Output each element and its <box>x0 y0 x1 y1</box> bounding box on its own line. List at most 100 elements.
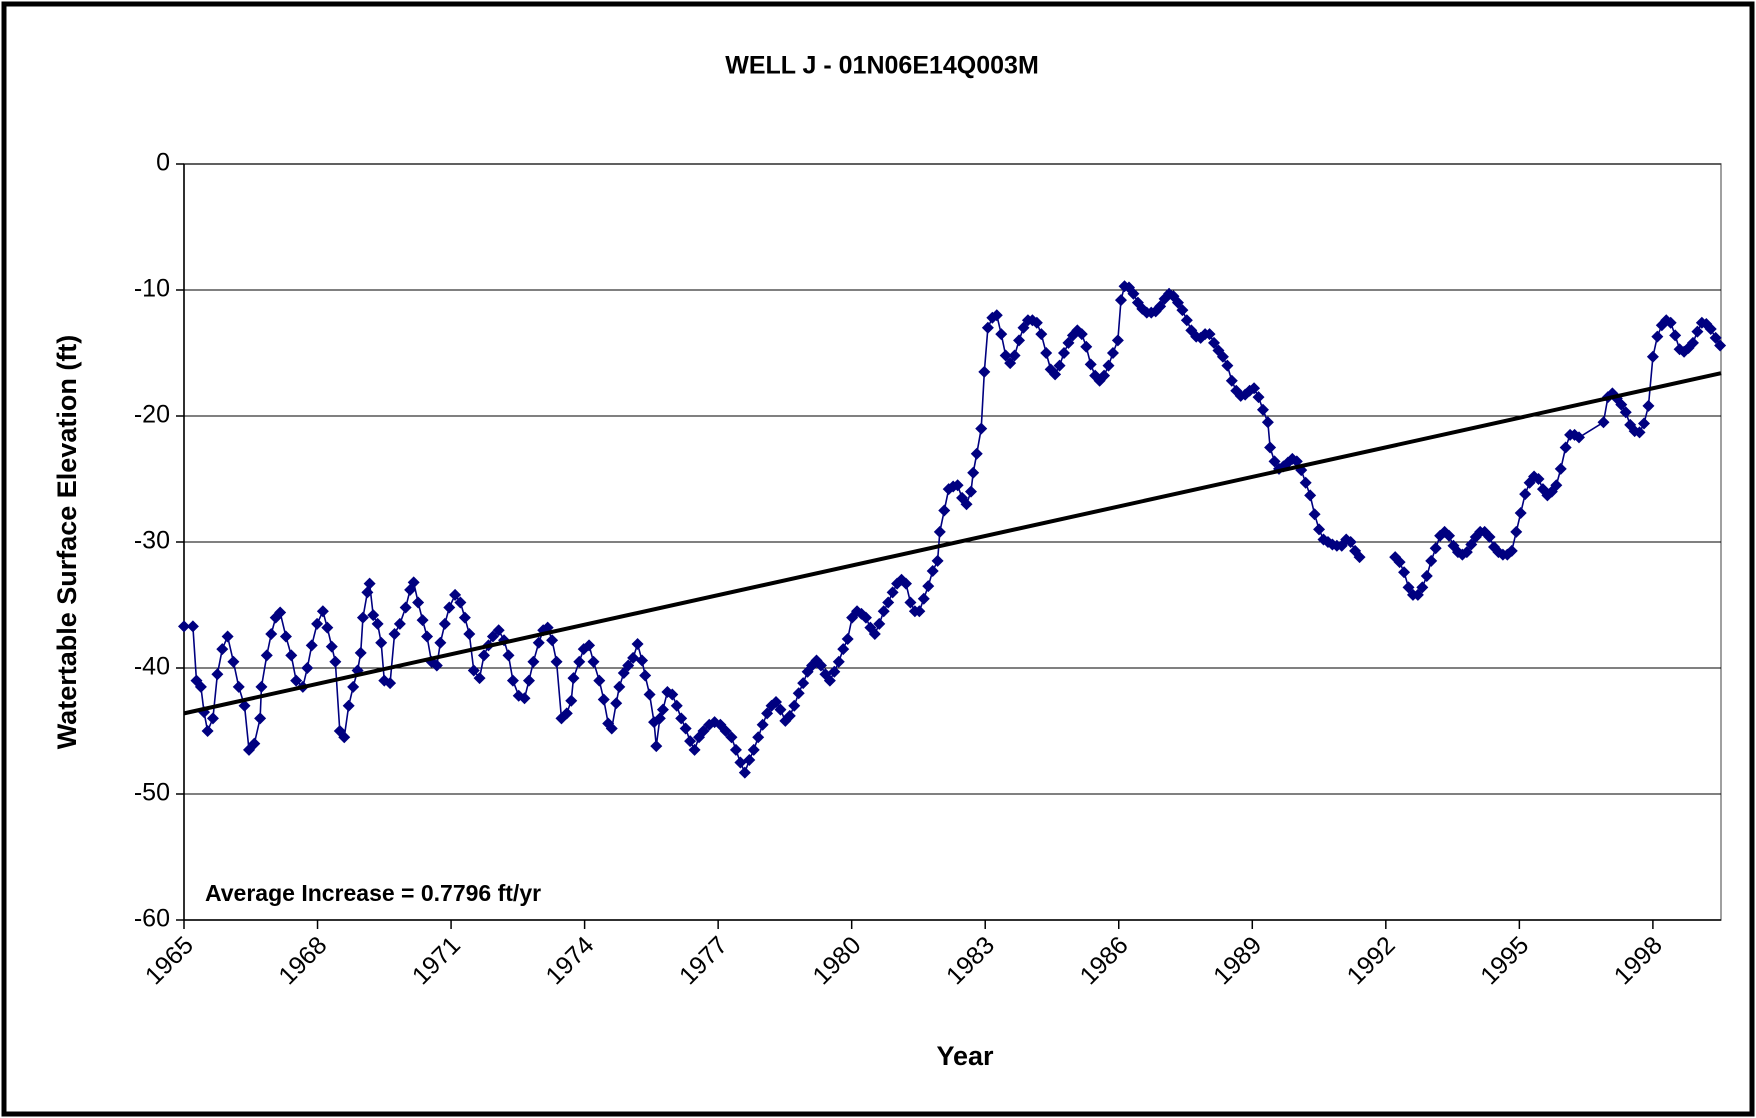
data-point <box>1669 329 1682 342</box>
data-point <box>560 707 573 720</box>
data-point <box>473 672 486 685</box>
data-point <box>1304 489 1317 502</box>
data-point <box>254 712 267 725</box>
data-point <box>274 606 287 619</box>
data-point <box>492 624 505 637</box>
data-point <box>823 674 836 687</box>
data-point <box>550 655 563 668</box>
data-point <box>725 731 738 744</box>
data-point <box>338 731 351 744</box>
data-point <box>458 611 471 624</box>
data-point <box>756 718 769 731</box>
data-point <box>675 712 688 725</box>
data-point <box>1709 331 1722 344</box>
y-tick-label: -40 <box>134 653 170 681</box>
data-point <box>421 630 434 643</box>
data-point <box>1030 316 1043 329</box>
data-point <box>567 672 580 685</box>
data-point <box>342 699 355 712</box>
data-point <box>882 596 895 609</box>
data-point <box>1637 417 1650 430</box>
data-point <box>255 680 268 693</box>
data-point <box>1483 530 1496 543</box>
data-point <box>917 592 930 605</box>
data-point <box>329 655 342 668</box>
data-point <box>964 485 977 498</box>
data-point <box>201 725 214 737</box>
data-point <box>1299 476 1312 489</box>
data-point <box>178 620 190 633</box>
data-point <box>697 725 710 737</box>
data-point <box>1102 359 1115 372</box>
data-point <box>814 659 827 672</box>
data-point <box>636 654 649 667</box>
data-point <box>729 743 742 756</box>
data-point <box>1053 359 1066 372</box>
data-point <box>478 649 491 662</box>
data-point <box>877 605 890 618</box>
data-point <box>1532 473 1545 485</box>
data-point <box>316 605 329 618</box>
data-point <box>1225 374 1238 387</box>
data-point <box>656 703 669 716</box>
data-point <box>1514 507 1527 520</box>
data-point <box>416 614 429 627</box>
data-point <box>583 639 596 652</box>
data-point <box>587 655 600 668</box>
data-point <box>467 664 480 677</box>
data-point <box>1264 441 1277 454</box>
data-point <box>1344 536 1357 548</box>
data-point <box>227 655 240 668</box>
data-point <box>1313 523 1326 536</box>
data-point <box>434 636 447 649</box>
data-point <box>1017 321 1030 334</box>
data-point <box>783 709 796 722</box>
data-point <box>1416 581 1429 594</box>
data-point <box>1573 431 1586 444</box>
y-tick-label: 0 <box>156 149 170 177</box>
data-point <box>1004 357 1017 370</box>
data-point <box>978 365 991 378</box>
data-point <box>1154 300 1167 313</box>
data-point <box>593 674 606 687</box>
data-point <box>1114 294 1127 307</box>
data-point <box>841 633 854 646</box>
data-point <box>922 580 935 593</box>
data-point <box>1519 488 1532 501</box>
data-point <box>407 576 420 589</box>
data-point <box>931 554 944 567</box>
data-point <box>522 674 535 687</box>
data-point <box>1554 462 1567 475</box>
data-point <box>797 677 810 690</box>
data-point <box>774 703 787 716</box>
data-point <box>684 735 697 748</box>
data-point <box>788 699 801 712</box>
data-point <box>363 577 376 590</box>
data-point <box>1398 566 1411 579</box>
data-point <box>1058 347 1071 359</box>
data-point <box>206 712 219 725</box>
data-point <box>1127 287 1140 300</box>
data-point <box>248 737 261 750</box>
chart-title: WELL J - 01N06E14Q003M <box>725 52 1039 80</box>
data-point <box>1615 398 1628 411</box>
y-axis-label: Watertable Surface Elevation (ft) <box>52 335 82 750</box>
data-point <box>631 638 644 651</box>
data-point <box>325 640 338 653</box>
data-point <box>933 525 946 538</box>
data-point <box>1619 406 1632 419</box>
data-point <box>354 646 367 659</box>
data-point <box>301 662 314 674</box>
data-point <box>873 617 886 630</box>
data-point <box>1443 529 1456 542</box>
data-point <box>371 617 384 630</box>
data-point <box>752 731 765 744</box>
data-point <box>1505 544 1518 557</box>
data-point <box>1686 336 1699 349</box>
data-point <box>1420 570 1433 583</box>
data-point <box>1176 304 1189 317</box>
data-point <box>546 634 559 647</box>
data-point <box>747 743 760 756</box>
data-point <box>1008 349 1021 362</box>
